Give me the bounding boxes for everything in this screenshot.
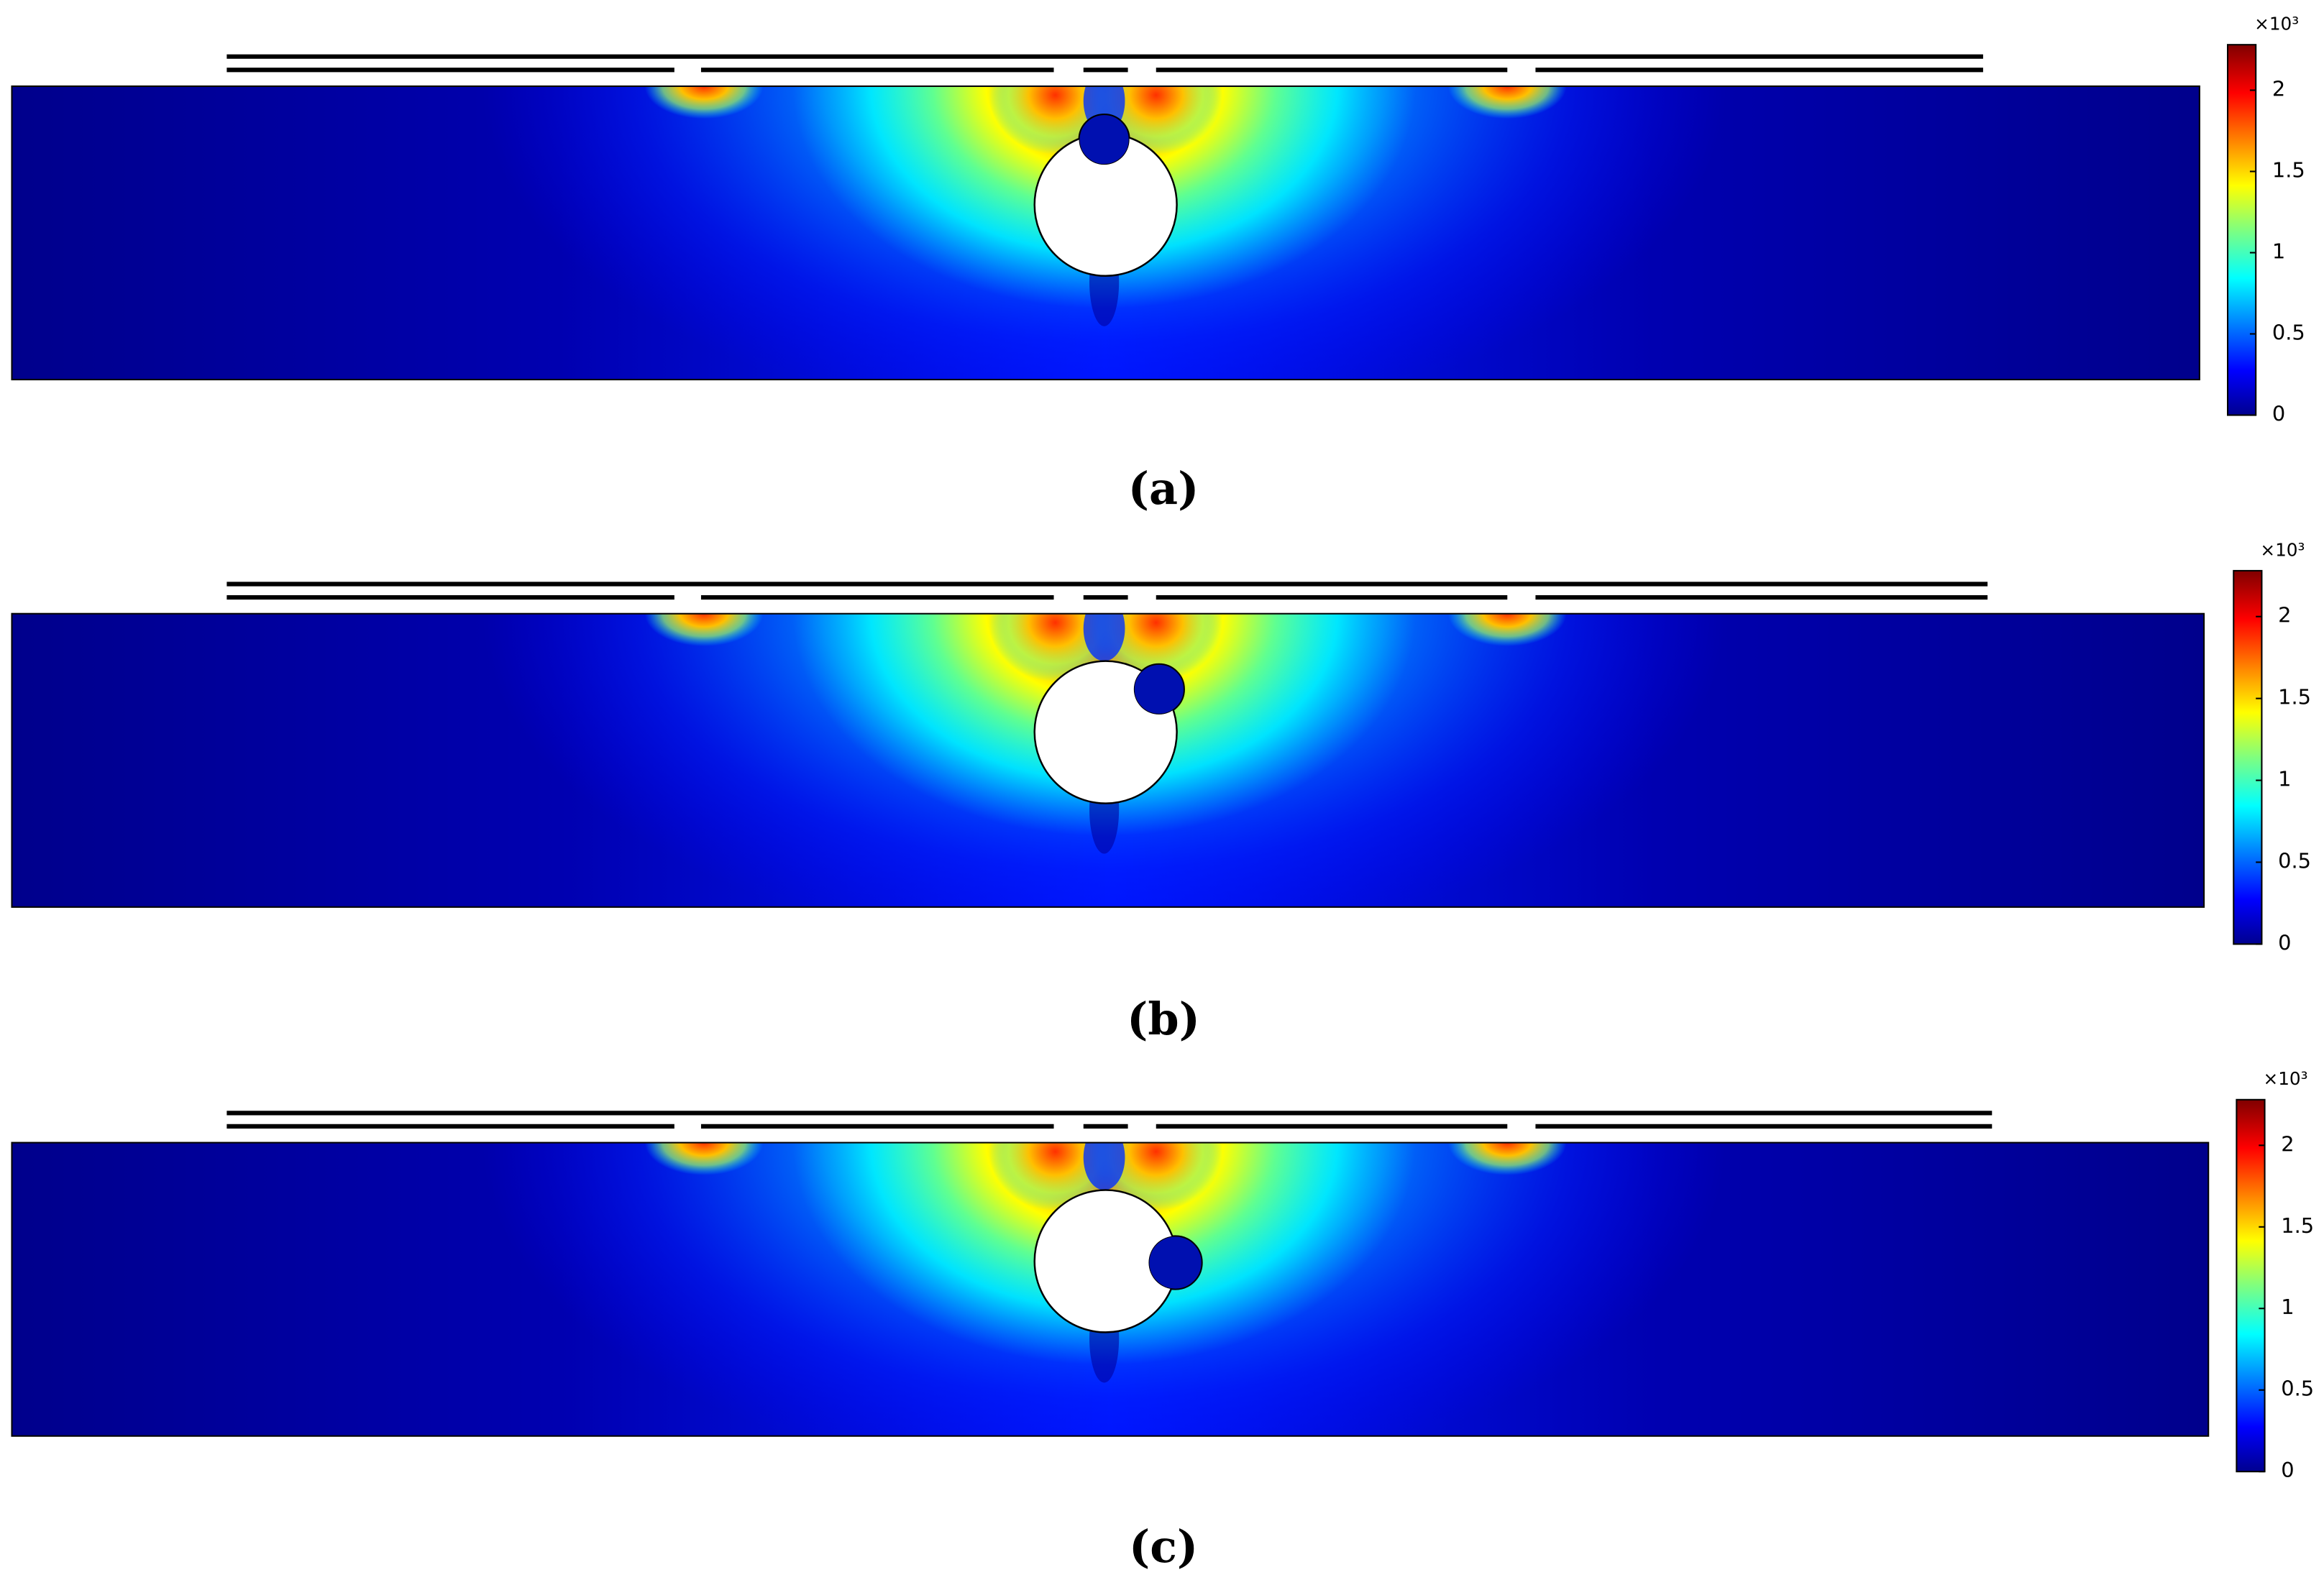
notch xyxy=(1148,1235,1203,1290)
hotspot xyxy=(1447,613,1567,647)
field-border xyxy=(11,1142,2210,1437)
colorbar-tick-label: 2 xyxy=(2278,603,2291,628)
colorbar-tick-label: 0.5 xyxy=(2281,1377,2314,1401)
field-border xyxy=(11,85,2200,381)
hotspot xyxy=(644,613,764,647)
cold-spot xyxy=(1083,613,1125,661)
colorbar-tick-label: 0 xyxy=(2272,402,2285,426)
hotspot xyxy=(1447,86,1567,119)
cold-spot xyxy=(1083,1142,1125,1190)
notch xyxy=(1078,114,1130,166)
colorbar-tick-label: 1.5 xyxy=(2278,685,2311,709)
colorbar-multiplier: ×10³ xyxy=(2254,14,2299,35)
colorbar-tick-label: 1 xyxy=(2281,1295,2294,1319)
colorbar-tick-label: 0 xyxy=(2281,1458,2294,1482)
hotspot xyxy=(644,86,764,119)
colorbar-tick-label: 0 xyxy=(2278,930,2291,955)
panel-label: (c) xyxy=(1129,1520,1198,1573)
colorbar-tick-label: 1.5 xyxy=(2281,1213,2314,1238)
colorbar-tick-label: 2 xyxy=(2272,76,2285,101)
colorbar-multiplier: ×10³ xyxy=(2260,539,2305,560)
colorbar-tick-label: 1 xyxy=(2272,239,2285,263)
panel: ×10³ 0 0.5 1 1.5 2 (a) xyxy=(11,14,2305,515)
panel-label: (a) xyxy=(1128,462,1199,515)
colorbar-tick-label: 1.5 xyxy=(2272,157,2305,182)
colorbar-tick-label: 0.5 xyxy=(2278,848,2311,873)
colorbar xyxy=(2226,44,2257,416)
hotspot xyxy=(644,1142,764,1175)
colorbar xyxy=(2236,1098,2266,1473)
panel-label: (b) xyxy=(1127,993,1200,1045)
hotspot xyxy=(1447,1142,1567,1175)
field-border xyxy=(11,612,2205,908)
colorbar-tick-label: 1 xyxy=(2278,767,2291,791)
colorbar-tick-label: 2 xyxy=(2281,1131,2294,1156)
colorbar-multiplier: ×10³ xyxy=(2263,1068,2307,1089)
panel: ×10³ 0 0.5 1 1.5 2 (b) xyxy=(11,539,2311,1045)
colorbar xyxy=(2233,569,2263,945)
panel: ×10³ 0 0.5 1 1.5 2 (c) xyxy=(11,1068,2314,1573)
colorbar-tick-label: 0.5 xyxy=(2272,321,2305,345)
notch xyxy=(1133,663,1185,715)
